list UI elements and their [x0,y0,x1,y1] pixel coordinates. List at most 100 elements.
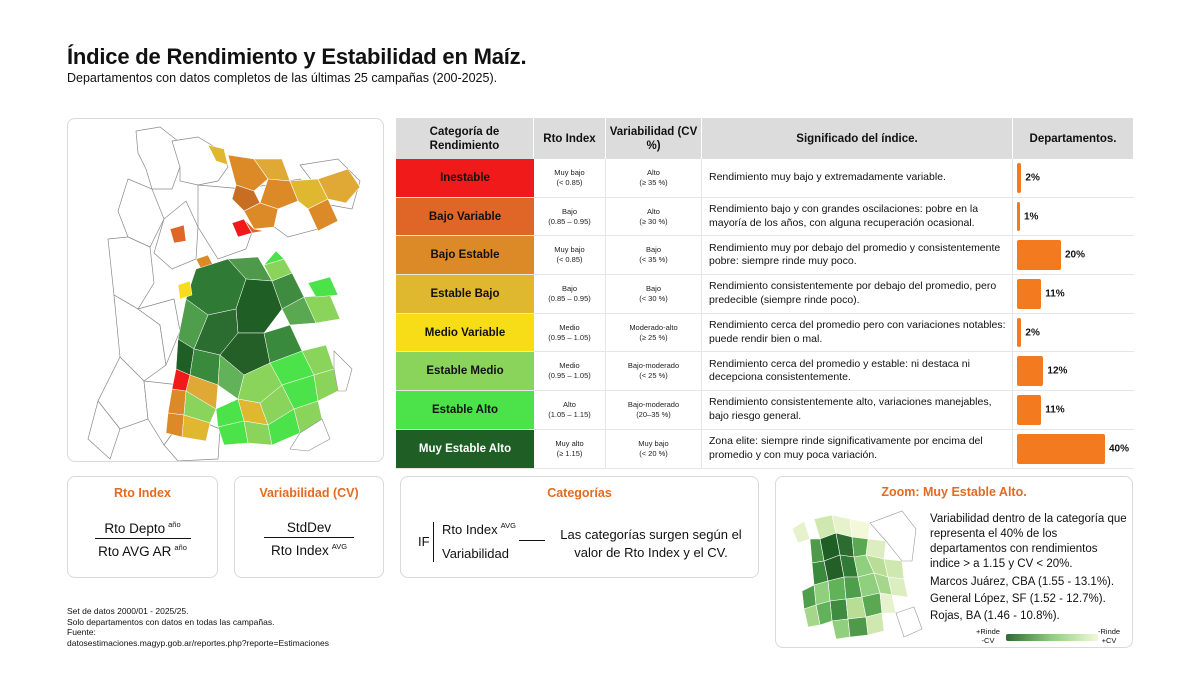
zoom-example-2: General López, SF (1.52 - 12.7%). [930,593,1106,605]
table-row: Muy Estable Alto Muy alto (≥ 1.15) Muy bajo… [396,429,1134,469]
rto-denominator-sup: año [174,543,187,552]
bar-cell: 2% [1013,159,1134,197]
rto-cell: Medio (0.95 – 1.05) [534,352,606,391]
categorias-title: Categorías [547,486,612,500]
category-label: Estable Bajo [396,275,534,313]
bar-value-label: 2% [1025,172,1040,184]
category-label: Bajo Estable [396,236,534,275]
table-row: Bajo Estable Muy bajo (< 0.85) Bajo (< 35 %)… [396,236,1134,276]
table-row: Estable Alto Alto (1.05 – 1.15) Bajo-modera… [396,391,1134,430]
bar-value-label: 12% [1047,365,1068,377]
variabilidad-card: Variabilidad (CV) StdDev Rto Index AVG [234,476,384,578]
bar-cell: 1% [1013,198,1134,236]
bar-cell: 11% [1013,391,1134,429]
bar-cell: 12% [1013,352,1134,390]
category-label: Medio Variable [396,313,534,352]
category-label: Bajo Variable [396,197,534,236]
description-cell: Zona elite: siempre rinde significativam… [702,429,1013,468]
rto-numerator-sup: año [168,520,181,529]
variabilidad-cell: Bajo (< 35 %) [606,236,702,275]
bar-value-label: 11% [1045,404,1065,416]
note-filter: Solo departamentos con datos en todas la… [67,616,275,627]
bar-cell: 2% [1013,314,1134,352]
connector-line [519,540,545,541]
rto-cell: Medio (0.95 – 1.05) [534,313,606,352]
category-label: Estable Alto [396,391,534,429]
zoom-map [791,510,923,640]
departamentos-bar [1017,395,1042,425]
header-rto: Rto Index [534,118,606,159]
description-cell: Rendimiento consistentemente por debajo … [702,275,1013,313]
departamentos-bar [1017,201,1020,232]
rto-cell: Bajo (0.85 – 0.95) [534,275,606,313]
var-numerator: StdDev [286,520,332,535]
rto-index-card: Rto Index Rto Depto año Rto AVG AR año [67,476,218,578]
cat-variabilidad: Variabilidad [442,546,509,561]
variabilidad-title: Variabilidad (CV) [259,486,359,500]
source-notes: Set de datos 2000/01 - 2025/25. Solo dep… [67,606,329,648]
bar-value-label: 2% [1025,327,1040,339]
category-label: Inestable [396,159,534,197]
header-departamentos: Departamentos. [1013,118,1134,159]
zoom-title: Zoom: Muy Estable Alto. [881,485,1027,499]
zoom-card: Zoom: Muy Estable Alto. [775,476,1133,648]
table-row: Inestable Muy bajo (< 0.85) Alto (≥ 35 %) Ren… [396,159,1134,198]
variabilidad-cell: Alto (≥ 30 %) [606,197,702,236]
fraction-line [264,537,354,538]
zoom-example-1: Marcos Juárez, CBA (1.55 - 13.1%). [930,576,1115,588]
bar-value-label: 1% [1024,211,1039,223]
variabilidad-cell: Bajo (< 30 %) [606,275,702,313]
table-row: Estable Medio Medio (0.95 – 1.05) Bajo-mode… [396,352,1134,392]
bracket-line [433,522,434,562]
variabilidad-cell: Muy bajo (< 20 %) [606,429,702,468]
category-label: Muy Estable Alto [396,429,534,468]
if-label: IF [418,534,430,549]
description-cell: Rendimiento muy bajo y extremadamente va… [702,159,1013,197]
table-body: Inestable Muy bajo (< 0.85) Alto (≥ 35 %) Ren… [396,159,1134,469]
category-label: Estable Medio [396,352,534,391]
rto-denominator: Rto AVG AR [98,544,172,559]
variabilidad-cell: Bajo-moderado (< 25 %) [606,352,702,391]
rto-cell: Muy bajo (< 0.85) [534,159,606,197]
bar-value-label: 11% [1045,288,1065,300]
rto-cell: Alto (1.05 – 1.15) [534,391,606,429]
header-categoria: Categoría de Rendimiento [396,118,534,159]
bar-value-label: 20% [1065,249,1086,261]
departamentos-bar [1017,317,1022,348]
zoom-description: Variabilidad dentro de la categoría que … [930,512,1130,626]
table-row: Estable Bajo Bajo (0.85 – 0.95) Bajo (< 30 %… [396,275,1134,314]
departamentos-bar [1017,163,1022,193]
bar-value-label: 40% [1109,443,1130,455]
page-title: Índice de Rendimiento y Estabilidad en M… [67,44,527,69]
category-table: Categoría de Rendimiento Rto Index Varia… [396,118,1134,469]
description-cell: Rendimiento cerca del promedio pero con … [702,313,1013,352]
table-row: Medio Variable Medio (0.95 – 1.05) Moderado… [396,313,1134,353]
fraction-line [94,538,191,539]
table-header: Categoría de Rendimiento Rto Index Varia… [396,118,1134,159]
page-subtitle: Departamentos con datos completos de las… [67,71,498,85]
categorias-explanation: Las categorías surgen según el valor de … [560,527,742,560]
variabilidad-cell: Moderado-alto (≥ 25 %) [606,313,702,352]
departamentos-bar [1017,279,1042,309]
cat-rto-index: Rto Index AVG [442,521,516,537]
legend-left-label: +Rinde -CV [976,627,1000,645]
description-cell: Rendimiento cerca del promedio y estable… [702,352,1013,391]
zoom-text: Variabilidad dentro de la categoría que … [930,513,1127,570]
departamentos-bar [1017,240,1061,271]
var-denominator-sup: AVG [331,542,348,551]
var-denominator: Rto Index [270,543,329,558]
note-source-label: Fuente: [67,627,96,637]
legend-gradient [1006,634,1098,641]
bar-cell: 40% [1013,430,1134,468]
header-variabilidad: Variabilidad (CV %) [606,118,702,159]
variabilidad-formula: StdDev Rto Index AVG [235,520,383,558]
legend-right-label: -Rinde +CV [1098,627,1121,645]
bar-cell: 20% [1013,236,1134,274]
argentina-map-card [67,118,384,462]
variabilidad-cell: Bajo-moderado (20–35 %) [606,391,702,429]
description-cell: Rendimiento consistentemente alto, varia… [702,391,1013,429]
table-row: Bajo Variable Bajo (0.85 – 0.95) Alto (≥ 30 … [396,197,1134,237]
description-cell: Rendimiento muy por debajo del promedio … [702,236,1013,275]
bar-cell: 11% [1013,275,1134,313]
note-source-url: datosestimaciones.magyp.gob.ar/reportes.… [67,637,329,648]
